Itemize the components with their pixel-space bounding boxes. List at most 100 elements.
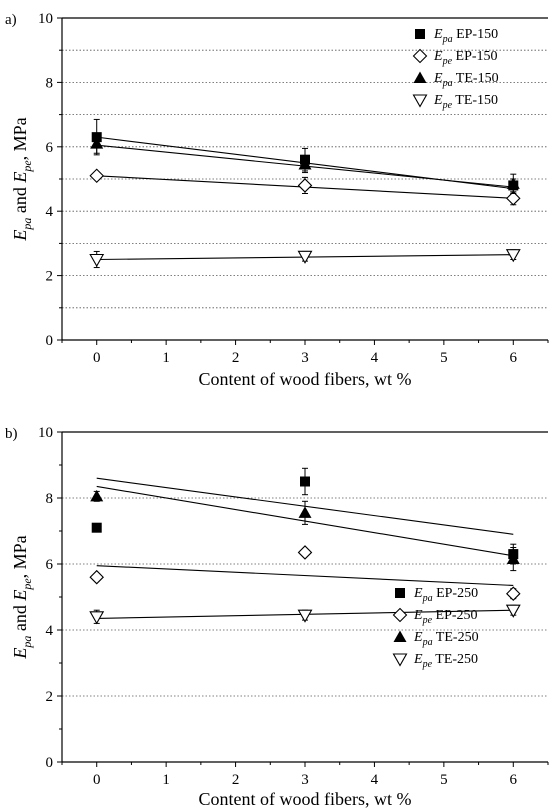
chart-panel-b: 0 1 2 3 4 5 6 0 2 4 6 8 10 b) Content of wood fibers, … — [5, 425, 549, 809]
data-point — [297, 250, 313, 264]
y-tick-label: 10 — [38, 425, 53, 441]
data-point — [89, 569, 104, 585]
data-point — [297, 545, 313, 560]
y-tick-label: 2 — [46, 689, 54, 705]
y-tick-label: 6 — [46, 557, 54, 573]
y-axis-label-part: E — [10, 230, 30, 242]
legend-marker — [392, 607, 408, 623]
legend-e: E — [413, 608, 423, 623]
y-tick-label: 8 — [46, 491, 54, 507]
series-2 — [90, 485, 520, 572]
series-1 — [89, 545, 521, 601]
x-tick-label: 5 — [440, 350, 448, 366]
x-tick-label: 2 — [232, 350, 240, 366]
x-tick-label: 3 — [301, 772, 309, 788]
data-point — [89, 611, 105, 625]
y-axis-label-part: , MPa — [10, 117, 30, 160]
legend-text: TE-250 — [432, 652, 478, 667]
legend-text: EP-250 — [433, 586, 479, 601]
x-tick-label: 2 — [232, 772, 240, 788]
data-point — [298, 158, 312, 170]
legend-entry: Epa TE-250 — [393, 630, 479, 648]
data-point — [505, 249, 521, 263]
x-axis-label: Content of wood fibers, wt % — [199, 789, 412, 809]
data-point — [506, 191, 521, 206]
y-tick-label: 6 — [46, 140, 54, 156]
x-tick-label: 0 — [93, 350, 101, 366]
series-3 — [89, 604, 521, 625]
y-tick-label: 2 — [46, 269, 54, 285]
y-axis-label-part: pa — [20, 218, 34, 231]
legend-entry: Epa EP-250 — [395, 586, 478, 604]
y-tick-label: 10 — [38, 11, 53, 27]
chart-panel-a: 0 1 2 3 4 5 6 0 2 4 6 8 10 a) Content of wood fibers, … — [5, 11, 549, 389]
y-axis-label-part: E — [10, 590, 30, 602]
x-tick-label: 4 — [371, 772, 379, 788]
legend-label: Epa TE-250 — [413, 630, 479, 648]
y-axis-label-part: and — [10, 601, 30, 636]
x-tick-label: 6 — [510, 350, 518, 366]
y-tick-label: 4 — [46, 204, 54, 220]
legend-marker — [415, 29, 425, 39]
x-tick-label: 5 — [440, 772, 448, 788]
series-3 — [89, 249, 521, 269]
y-axis-label-part: E — [10, 172, 30, 184]
legend-e: E — [433, 27, 443, 42]
data-point — [505, 604, 521, 618]
y-tick-label: 0 — [46, 755, 54, 771]
legend-marker — [412, 48, 428, 64]
legend-entry: Epe EP-250 — [392, 607, 478, 626]
series-1 — [89, 168, 521, 206]
y-axis-label-part: pe — [20, 160, 34, 173]
y-tick-label: 0 — [46, 333, 54, 349]
legend-sub: pa — [442, 78, 453, 89]
legend-text: EP-150 — [452, 49, 498, 64]
x-tick-label: 1 — [162, 350, 170, 366]
legend-e: E — [413, 630, 423, 645]
legend-label: Epe TE-150 — [433, 93, 498, 111]
panel-label: b) — [5, 426, 18, 442]
legend-text: TE-150 — [453, 71, 499, 86]
legend-label: Epa EP-150 — [433, 27, 498, 45]
y-axis-label-part: pe — [20, 578, 34, 591]
legend-e: E — [413, 652, 423, 667]
legend-entry: Epa EP-150 — [415, 27, 498, 45]
legend-marker — [412, 94, 428, 108]
data-point — [89, 168, 104, 184]
legend-text: EP-150 — [453, 27, 499, 42]
legend-sub: pe — [422, 659, 433, 670]
data-point — [506, 552, 520, 565]
x-tick-label: 4 — [371, 350, 379, 366]
data-point — [300, 476, 310, 487]
data-point — [297, 178, 313, 193]
legend-marker — [392, 653, 408, 667]
legend-label: Epe EP-250 — [413, 608, 478, 626]
legend-e: E — [433, 93, 443, 108]
legend-sub: pa — [442, 34, 453, 45]
legend-label: Epa EP-250 — [413, 586, 478, 604]
legend-e: E — [413, 586, 423, 601]
data-point — [506, 586, 521, 601]
data-point — [91, 522, 102, 533]
legend-entry: Epe TE-150 — [412, 93, 498, 111]
legend-sub: pe — [442, 100, 453, 111]
legend-sub: pa — [422, 593, 433, 604]
x-tick-label: 6 — [510, 772, 518, 788]
legend-label: Epe EP-150 — [433, 49, 498, 67]
data-point — [89, 253, 105, 268]
x-tick-label: 3 — [301, 350, 309, 366]
y-axis-label: Epa and Epe, MPa — [10, 117, 34, 241]
legend-marker — [413, 71, 427, 83]
y-tick-label: 8 — [46, 75, 54, 91]
legend-sub: pe — [422, 615, 433, 626]
legend-marker — [395, 588, 405, 598]
data-point — [506, 177, 520, 189]
y-axis-label-part: and — [10, 183, 30, 218]
series-2 — [90, 133, 520, 194]
legend-label: Epa TE-150 — [433, 71, 499, 89]
data-point — [298, 506, 312, 518]
legend-e: E — [433, 71, 443, 86]
data-point — [90, 137, 104, 149]
data-point — [297, 609, 313, 623]
